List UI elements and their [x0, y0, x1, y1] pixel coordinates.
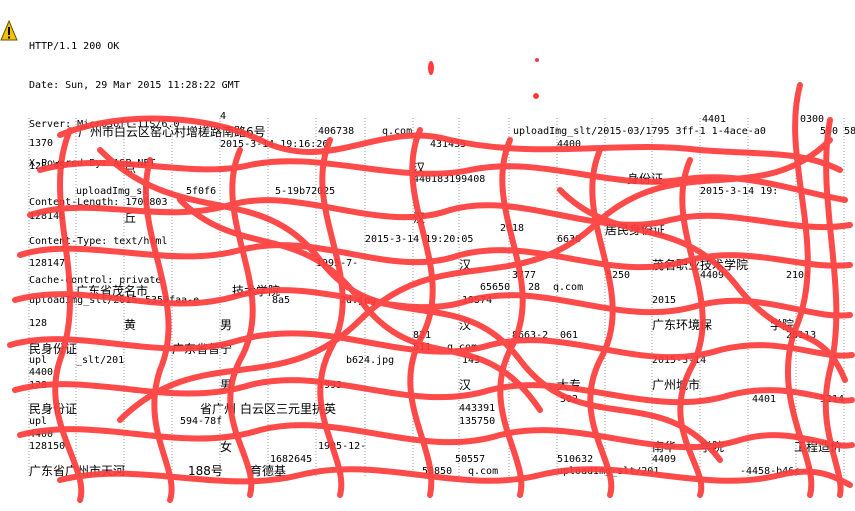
- table-cell-fragment: 身份证: [627, 172, 664, 186]
- table-cell-fragment: _slt/201: [76, 355, 125, 366]
- table-cell-fragment: 5214: [820, 394, 845, 405]
- table-cell-fragment: 2015: [652, 295, 677, 306]
- table-cell-fragment: 1995-7-: [316, 258, 359, 269]
- table-cell-fragment: upl: [29, 416, 48, 427]
- table-cell-fragment: 广州城市: [652, 378, 701, 392]
- table-cell-fragment: 431435: [430, 139, 467, 150]
- table-cell-fragment: 4400: [557, 139, 582, 150]
- header-date: Date: Sun, 29 Mar 2015 11:28:22 GMT: [29, 80, 240, 91]
- table-cell-fragment: 143: [462, 355, 481, 366]
- table-cell-fragment: b624.jpg: [346, 355, 395, 366]
- table-cell-fragment: 广州市白云区窑心村增槎路南路6号: [78, 125, 266, 139]
- table-cell-fragment: 大专: [557, 378, 582, 392]
- table-cell-fragment: uploadImg_slt/2015: [29, 295, 138, 306]
- table-cell-fragment: 民身份证: [29, 402, 78, 416]
- table-cell-fragment: 4401: [702, 114, 727, 125]
- table-cell-fragment: 5f0f6: [186, 186, 217, 197]
- table-cell-fragment: 汉: [459, 378, 472, 392]
- table-cell-fragment: q.com: [382, 126, 413, 137]
- table-cell-fragment: 188号: [188, 464, 223, 478]
- table-cell-fragment: 8a5: [272, 295, 291, 306]
- table-cell-fragment: 0300: [800, 114, 825, 125]
- table-cell-fragment: 135750: [459, 416, 496, 427]
- table-cell-fragment: 4409: [652, 454, 677, 465]
- table-cell-fragment: 女: [220, 440, 233, 454]
- table-cell-fragment: 点: [124, 161, 137, 175]
- table-cell-fragment: 510632: [557, 454, 594, 465]
- table-cell-fragment: 28: [528, 282, 541, 293]
- table-cell-fragment: 440183199408: [413, 174, 486, 185]
- table-cell-fragment: q.com: [447, 342, 478, 353]
- table-cell-fragment: uploadImg_slt/2015-03/1795 3ff-1 1-4ace-…: [513, 126, 766, 137]
- table-cell-fragment: 居民身份证: [605, 223, 666, 237]
- table-cell-fragment: 1993-: [318, 380, 349, 391]
- table-cell-fragment: 丘: [124, 211, 137, 225]
- table-cell-fragment: 2015-3-14: [652, 355, 707, 366]
- table-cell-fragment: 2104: [786, 270, 811, 281]
- table-cell-fragment: 590 58: [820, 126, 855, 137]
- table-cell-fragment: 511: [413, 342, 432, 353]
- table-cell-fragment: 汉: [459, 258, 472, 272]
- table-cell-fragment: uploadImg_slt/201: [557, 466, 660, 477]
- table-cell-fragment: 128 45: [29, 161, 66, 172]
- table-cell-fragment: 061: [560, 330, 579, 341]
- table-cell-fragment: 黄: [124, 318, 137, 332]
- table-cell-fragment: 学院: [700, 440, 725, 454]
- table-cell-fragment: 4400: [29, 429, 54, 440]
- table-cell-fragment: 6638: [557, 234, 582, 245]
- table-cell-fragment: 128: [29, 318, 48, 329]
- table-cell-fragment: 省广州: [200, 402, 237, 416]
- table-cell-fragment: 5-19b72025: [275, 186, 336, 197]
- table-cell-fragment: 502: [560, 394, 579, 405]
- table-cell-fragment: 1370: [29, 138, 54, 149]
- table-cell-fragment: 2015-3-14 19:16:26: [220, 139, 329, 150]
- table-cell-fragment: q.com: [553, 282, 584, 293]
- table-cell-fragment: 28113: [786, 330, 817, 341]
- table-cell-fragment: 594-78f: [180, 416, 223, 427]
- table-cell-fragment: 65650: [480, 282, 511, 293]
- table-cell-fragment: 4401: [752, 394, 777, 405]
- table-cell-fragment: 4400: [29, 367, 54, 378]
- table-cell-fragment: 3777: [512, 270, 537, 281]
- table-cell-fragment: 工程造价: [794, 440, 843, 454]
- table-cell-fragment: uploadImg_sl: [76, 186, 149, 197]
- table-cell-fragment: 8663-2: [512, 330, 549, 341]
- table-cell-fragment: 4409: [700, 270, 725, 281]
- table-cell-fragment: 汉: [459, 318, 472, 332]
- table-cell-fragment: 广东省普宁: [172, 342, 233, 356]
- table-cell-fragment: 18574: [462, 295, 493, 306]
- table-cell-fragment: -4458-b46c-f: [740, 466, 813, 477]
- table-cell-fragment: 128146: [29, 211, 66, 222]
- table-cell-fragment: q.com: [468, 466, 499, 477]
- table-cell-fragment: 5250: [606, 270, 631, 281]
- table-cell-fragment: 汉: [413, 211, 426, 225]
- table-cell-fragment: 白云区三元里抗英: [240, 402, 337, 416]
- table-cell-fragment: 男: [220, 378, 233, 392]
- table-cell-fragment: 128: [29, 380, 48, 391]
- status-line: HTTP/1.1 200 OK: [29, 41, 120, 52]
- table-cell-fragment: 128150: [29, 441, 66, 452]
- table-cell-fragment: 2015-3-14 19:: [700, 186, 779, 197]
- table-cell-fragment: 南华: [652, 440, 677, 454]
- table-cell-fragment: 2d.jpg: [340, 295, 377, 306]
- table-cell-fragment: 406738: [318, 126, 355, 137]
- table-cell-fragment: 50850: [422, 466, 453, 477]
- table-cell-fragment: 2015-3-14 19:20:05: [365, 234, 474, 245]
- table-cell-fragment: 2018: [500, 223, 525, 234]
- table-cell-fragment: 1995-12-: [318, 441, 367, 452]
- table-cell-fragment: 50557: [455, 454, 486, 465]
- table-cell-fragment: 5359faa-e: [145, 295, 200, 306]
- warning-icon: [0, 20, 18, 41]
- table-cell-fragment: 广东环境保: [652, 318, 713, 332]
- table-cell-fragment: 821: [413, 330, 432, 341]
- table-cell-fragment: 4: [220, 111, 227, 122]
- table-cell-fragment: upl: [29, 355, 48, 366]
- table-cell-fragment: 男: [220, 318, 233, 332]
- table-cell-fragment: 443391: [459, 403, 496, 414]
- table-cell-fragment: 1682645: [270, 454, 313, 465]
- table-cell-fragment: 广东省广州市天河: [29, 464, 126, 478]
- table-cell-fragment: 128147: [29, 258, 66, 269]
